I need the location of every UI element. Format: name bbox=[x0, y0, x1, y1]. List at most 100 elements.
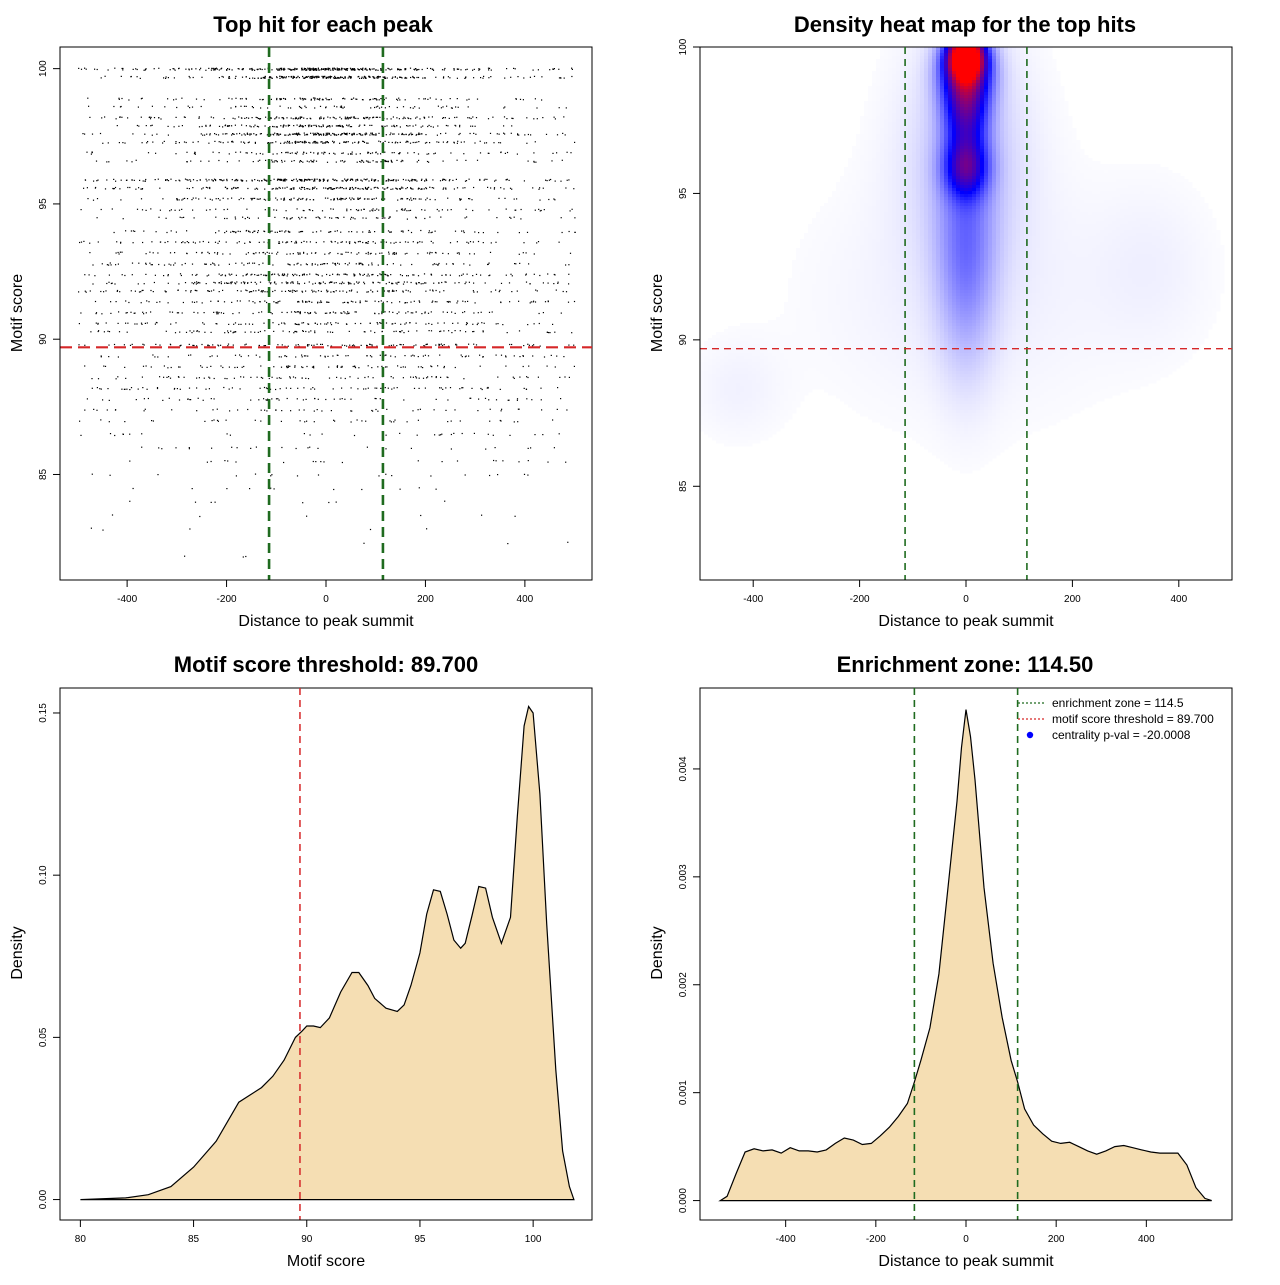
scatter-point bbox=[378, 210, 379, 211]
scatter-point bbox=[303, 210, 304, 211]
scatter-point bbox=[294, 274, 295, 275]
scatter-point bbox=[410, 118, 411, 119]
scatter-point bbox=[319, 283, 320, 284]
heatmap-cell bbox=[876, 65, 881, 69]
scatter-point bbox=[403, 117, 404, 118]
scatter-point bbox=[264, 301, 265, 302]
heatmap-cell bbox=[1052, 77, 1057, 81]
scatter-point bbox=[366, 292, 367, 293]
scatter-point bbox=[175, 143, 176, 144]
scatter-point bbox=[366, 160, 367, 161]
scatter-point bbox=[347, 274, 348, 275]
scatter-point bbox=[448, 330, 449, 331]
scatter-point bbox=[262, 291, 263, 292]
heatmap-cell bbox=[1036, 74, 1041, 78]
scatter-point bbox=[132, 344, 133, 345]
scatter-point bbox=[362, 70, 363, 71]
scatter-point bbox=[326, 133, 327, 134]
scatter-point bbox=[571, 332, 572, 333]
scatter-point bbox=[281, 410, 282, 411]
heatmap-cell bbox=[888, 83, 893, 87]
scatter-point bbox=[375, 135, 376, 136]
scatter-point bbox=[212, 68, 213, 69]
scatter-point bbox=[353, 217, 354, 218]
heatmap-cell bbox=[936, 80, 941, 84]
heatmap-cell bbox=[876, 71, 881, 75]
scatter-point bbox=[117, 376, 118, 377]
scatter-point bbox=[434, 263, 435, 264]
scatter-point bbox=[415, 217, 416, 218]
scatter-point bbox=[406, 125, 407, 126]
scatter-point bbox=[414, 301, 415, 302]
scatter-point bbox=[478, 323, 479, 324]
scatter-point bbox=[112, 188, 113, 189]
scatter-point bbox=[97, 217, 98, 218]
scatter-point bbox=[419, 282, 420, 283]
scatter-point bbox=[335, 231, 336, 232]
scatter-point bbox=[206, 264, 207, 265]
scatter-point bbox=[301, 117, 302, 118]
scatter-point bbox=[472, 324, 473, 325]
scatter-point bbox=[284, 217, 285, 218]
scatter-point bbox=[401, 231, 402, 232]
scatter-point bbox=[235, 152, 236, 153]
heatmap-cell bbox=[988, 65, 993, 69]
scatter-point bbox=[126, 180, 127, 181]
scatter-point bbox=[328, 367, 329, 368]
heatmap-cell bbox=[988, 83, 993, 87]
scatter-point bbox=[191, 68, 192, 69]
scatter-point bbox=[357, 199, 358, 200]
scatter-point bbox=[369, 162, 370, 163]
scatter-point bbox=[312, 264, 313, 265]
scatter-point bbox=[326, 69, 327, 70]
scatter-point bbox=[568, 345, 569, 346]
scatter-point bbox=[465, 76, 466, 77]
scatter-point bbox=[292, 292, 293, 293]
heatmap-cell bbox=[928, 89, 933, 93]
scatter-point bbox=[375, 152, 376, 153]
scatter-point bbox=[399, 77, 400, 78]
scatter-point bbox=[497, 232, 498, 233]
scatter-point bbox=[122, 68, 123, 69]
scatter-point bbox=[163, 275, 164, 276]
scatter-point bbox=[379, 273, 380, 274]
heatmap-cell bbox=[976, 68, 981, 72]
heatmap-cell bbox=[1032, 83, 1037, 87]
scatter-point bbox=[223, 180, 224, 181]
scatter-point bbox=[347, 302, 348, 303]
scatter-point bbox=[566, 107, 567, 108]
scatter-point bbox=[562, 232, 563, 233]
scatter-point bbox=[260, 365, 261, 366]
scatter-point bbox=[324, 217, 325, 218]
scatter-point bbox=[410, 377, 411, 378]
scatter-point bbox=[400, 324, 401, 325]
scatter-point bbox=[367, 198, 368, 199]
scatter-point bbox=[249, 78, 250, 79]
scatter-point bbox=[121, 117, 122, 118]
scatter-point bbox=[445, 180, 446, 181]
scatter-point bbox=[91, 528, 92, 529]
scatter-point bbox=[312, 263, 313, 264]
heatmap-cell bbox=[1052, 71, 1057, 75]
scatter-point bbox=[402, 198, 403, 199]
scatter-point bbox=[364, 377, 365, 378]
heatmap-cell bbox=[1036, 50, 1041, 54]
scatter-point bbox=[392, 188, 393, 189]
scatter-point bbox=[307, 356, 308, 357]
scatter-point bbox=[376, 209, 377, 210]
heatmap-cell bbox=[1032, 59, 1037, 63]
scatter-point bbox=[126, 160, 127, 161]
heatmap-cell bbox=[932, 62, 937, 66]
heatmap-cell bbox=[968, 71, 973, 75]
scatter-point bbox=[231, 283, 232, 284]
scatter-point bbox=[448, 76, 449, 77]
scatter-point bbox=[297, 388, 298, 389]
scatter-point bbox=[140, 189, 141, 190]
scatter-point bbox=[218, 313, 219, 314]
scatter-point bbox=[300, 118, 301, 119]
scatter-point bbox=[415, 179, 416, 180]
scatter-point bbox=[341, 118, 342, 119]
scatter-point bbox=[500, 302, 501, 303]
scatter-point bbox=[217, 254, 218, 255]
